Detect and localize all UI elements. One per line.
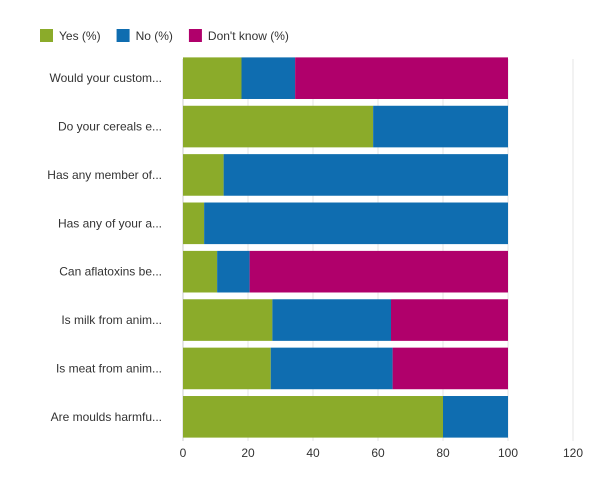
legend-label-0[interactable]: Yes (%) (59, 29, 101, 43)
bar-6-2[interactable] (392, 347, 508, 390)
category-label-0: Would your custom... (50, 71, 163, 85)
legend-swatch-1[interactable] (116, 29, 130, 42)
x-tick-label-3: 60 (371, 446, 385, 460)
bar-6-0[interactable] (183, 347, 271, 390)
legend: Yes (%) No (%) Don't know (%) (40, 29, 289, 43)
bar-0-1[interactable] (241, 57, 296, 99)
bars (183, 57, 508, 438)
x-tick-label-5: 100 (498, 446, 518, 460)
bar-5-2[interactable] (391, 299, 508, 341)
category-label-4: Can aflatoxins be... (59, 265, 162, 279)
category-labels: Would your custom... Do your cereals e...… (47, 71, 162, 424)
bar-7-1[interactable] (443, 396, 508, 438)
bar-2-1[interactable] (223, 154, 508, 196)
bar-1-1[interactable] (373, 105, 508, 148)
bar-5-0[interactable] (183, 299, 273, 341)
bar-0-2[interactable] (295, 57, 508, 99)
bar-4-1[interactable] (217, 250, 250, 293)
x-tick-label-6: 120 (563, 446, 583, 460)
x-tick-label-4: 80 (436, 446, 450, 460)
legend-label-1[interactable]: No (%) (136, 29, 173, 43)
category-label-1: Do your cereals e... (58, 120, 162, 134)
legend-label-2[interactable]: Don't know (%) (208, 29, 289, 43)
category-label-3: Has any of your a... (58, 216, 162, 230)
bar-1-0[interactable] (183, 105, 374, 148)
legend-swatch-2[interactable] (188, 29, 202, 42)
category-label-7: Are moulds harmfu... (51, 410, 162, 424)
bar-3-1[interactable] (204, 202, 508, 245)
x-tick-label-0: 0 (180, 446, 187, 460)
bar-4-2[interactable] (249, 250, 508, 293)
bar-6-1[interactable] (270, 347, 393, 390)
x-tick-label-2: 40 (306, 446, 320, 460)
legend-swatch-0[interactable] (40, 29, 53, 42)
bar-4-0[interactable] (183, 250, 218, 293)
category-label-6: Is meat from anim... (56, 361, 162, 375)
bar-5-1[interactable] (272, 299, 391, 341)
bar-0-0[interactable] (183, 57, 242, 99)
category-label-5: Is milk from anim... (61, 313, 162, 327)
x-axis-ticks: 0 20 40 60 80 100 120 (180, 446, 584, 460)
bar-7-0[interactable] (183, 396, 443, 438)
category-label-2: Has any member of... (47, 168, 162, 182)
bar-3-0[interactable] (183, 202, 205, 245)
bar-2-0[interactable] (183, 154, 224, 196)
x-tick-label-1: 20 (241, 446, 255, 460)
